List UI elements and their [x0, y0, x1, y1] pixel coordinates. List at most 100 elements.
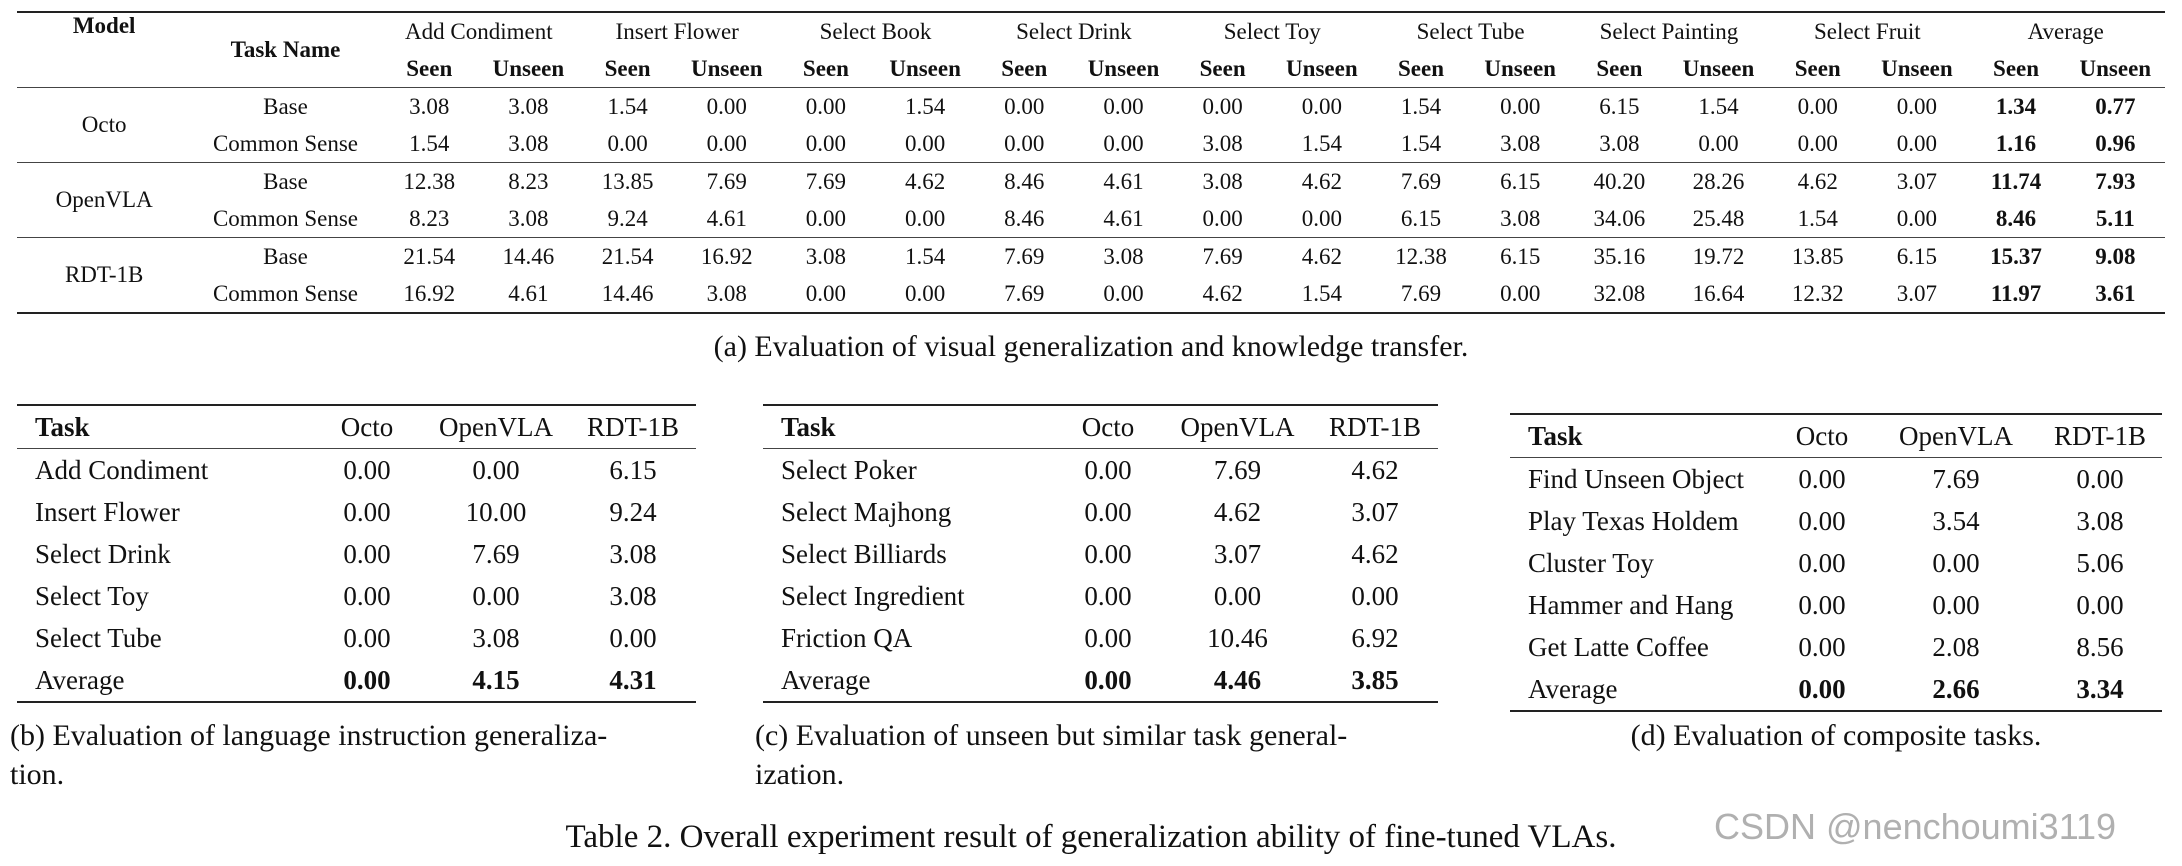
value-cell: 12.38: [403, 168, 456, 194]
value-cell: 3.07: [1896, 168, 1937, 194]
header-row: Task Octo OpenVLA RDT-1B: [17, 405, 696, 449]
value-cell: 0.00: [343, 538, 391, 569]
value-cell: 4.62: [1351, 538, 1399, 569]
task-name: Base: [263, 243, 308, 269]
value-cell: 6.15: [1500, 168, 1541, 194]
header-cell: Task: [35, 411, 90, 442]
caption-d: (d) Evaluation of composite tasks.: [1510, 716, 2162, 755]
value-cell: 7.69: [1004, 280, 1045, 306]
value-cell: 9.24: [607, 205, 648, 231]
value-cell: 0.00: [904, 280, 946, 306]
value-cell: 7.69: [472, 538, 520, 569]
model-name: RDT-1B: [64, 262, 144, 287]
sub-header: Unseen: [690, 55, 763, 81]
caption-line: (c) Evaluation of unseen but similar tas…: [755, 719, 1348, 752]
value-cell: 0.00: [1084, 454, 1132, 485]
row: Select Ingredient 0.00 0.00 0.00: [763, 575, 1438, 617]
header-row: Task Octo OpenVLA RDT-1B: [1510, 414, 2162, 458]
value-cell: 0.00: [472, 454, 520, 485]
value-cell: 0.00: [706, 130, 747, 156]
value-cell: 0.00: [1084, 538, 1132, 569]
header-cell: OpenVLA: [1899, 420, 2013, 451]
sub-header: Seen: [1993, 55, 2040, 81]
caption-a: (a) Evaluation of visual generalization …: [0, 327, 2182, 366]
task-name: Insert Flower: [35, 496, 180, 527]
value-cell: 3.08: [1103, 243, 1144, 269]
value-cell: 0.00: [343, 496, 391, 527]
value-cell: 1.54: [1301, 280, 1342, 306]
value-cell: 3.07: [1351, 496, 1399, 527]
value-cell: 7.69: [1400, 168, 1442, 194]
value-cell: 0.00: [1798, 505, 1846, 536]
value-cell: 3.08: [805, 243, 847, 269]
value-cell: 4.15: [472, 664, 520, 695]
value-cell: 8.23: [409, 205, 450, 231]
value-cell: 4.61: [706, 205, 747, 231]
task-name: Average: [1528, 673, 1618, 704]
row: Friction QA 0.00 10.46 6.92: [763, 617, 1438, 659]
value-cell: 7.69: [1213, 454, 1262, 485]
value-cell: 32.08: [1593, 280, 1646, 306]
table-caption: Table 2. Overall experiment result of ge…: [565, 819, 1617, 855]
row: Add Condiment 0.00 0.00 6.15: [17, 449, 696, 492]
value-cell: 4.31: [609, 664, 657, 695]
group-header: Select Book: [819, 18, 932, 44]
header-cell: RDT-1B: [1328, 411, 1422, 442]
header-cell: OpenVLA: [439, 411, 553, 442]
value-cell: 0.00: [805, 205, 847, 231]
row: OpenVLA Base 12.38 8.23 13.85 7.69 7.69 4.62 8.4…: [17, 163, 2165, 213]
value-cell: 3.07: [1896, 280, 1937, 306]
value-cell: 6.15: [1599, 93, 1640, 119]
value-cell: 0.00: [1301, 93, 1342, 119]
row: Select Poker 0.00 7.69 4.62: [763, 449, 1438, 492]
group-header: Average: [2027, 18, 2104, 44]
task-name: Common Sense: [212, 280, 358, 306]
value-cell: 8.46: [1004, 168, 1045, 194]
group-header: Add Condiment: [405, 18, 553, 44]
caption-line: ization.: [755, 758, 845, 791]
value-cell: 1.34: [1995, 93, 2037, 119]
header-cell: Octo: [340, 411, 394, 442]
table-c: Task Octo OpenVLA RDT-1B Select Poker 0.00 7.6…: [763, 404, 1438, 703]
value-cell: 0.00: [1798, 631, 1846, 662]
sub-header: Unseen: [1087, 55, 1160, 81]
row: RDT-1B Base 21.54 14.46 21.54 16.92 3.08 1.54 7.…: [17, 238, 2165, 288]
value-cell: 0.00: [1202, 205, 1243, 231]
sub-header: Seen: [1794, 55, 1841, 81]
value-cell: 0.96: [2095, 130, 2136, 156]
value-cell: 4.62: [1797, 168, 1838, 194]
row: Hammer and Hang 0.00 0.00 0.00: [1510, 584, 2162, 626]
task-name: Friction QA: [781, 622, 913, 653]
task-name: Cluster Toy: [1528, 547, 1654, 578]
value-cell: 4.61: [1103, 205, 1144, 231]
value-cell: 3.08: [2076, 505, 2124, 536]
value-cell: 0.00: [472, 580, 520, 611]
value-cell: 7.69: [1932, 463, 1980, 494]
value-cell: 0.00: [607, 130, 648, 156]
value-cell: 0.00: [1932, 547, 1980, 578]
value-cell: 0.00: [1798, 547, 1846, 578]
value-cell: 3.08: [1202, 168, 1243, 194]
value-cell: 0.00: [343, 580, 391, 611]
value-cell: 4.62: [1202, 280, 1243, 306]
value-cell: 34.06: [1593, 205, 1646, 231]
value-cell: 8.46: [1004, 205, 1045, 231]
sub-header: Unseen: [492, 55, 565, 81]
value-cell: 0.00: [343, 622, 391, 653]
row: Select Majhong 0.00 4.62 3.07: [763, 491, 1438, 533]
row: Common Sense 16.92 4.61 14.46 3.08 0.00 0.00 7.…: [17, 275, 2165, 313]
value-cell: 0.00: [1798, 673, 1846, 704]
value-cell: 6.15: [609, 454, 657, 485]
value-cell: 1.54: [607, 93, 648, 119]
value-cell: 14.46: [601, 280, 654, 306]
value-cell: 0.00: [904, 130, 946, 156]
value-cell: 3.08: [1202, 130, 1243, 156]
row: Average 0.00 4.15 4.31: [17, 659, 696, 702]
value-cell: 0.00: [1084, 580, 1132, 611]
header-row: Model Task Name Add Condiment Insert Flower…: [17, 12, 2165, 62]
caption-c: (c) Evaluation of unseen but similar tas…: [755, 716, 1455, 794]
value-cell: 0.00: [609, 622, 657, 653]
value-cell: 6.92: [1351, 622, 1399, 653]
header-cell: Model: [72, 13, 136, 38]
value-cell: 3.08: [1500, 205, 1541, 231]
